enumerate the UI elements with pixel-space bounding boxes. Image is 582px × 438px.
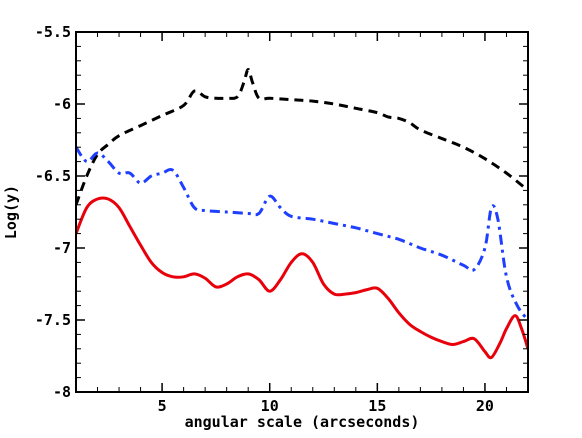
y-tick-label: -7.5 [35,311,71,329]
series-2-line [76,146,528,321]
series-3-line [76,196,528,360]
y-axis-label: Log(y) [2,185,20,239]
x-tick-label: 15 [368,397,386,415]
y-tick-label: -8 [53,383,71,401]
y-tick-label: -5.5 [35,23,71,41]
x-tick-label: 5 [158,397,167,415]
y-tick-label: -6 [53,95,71,113]
y-tick-label: -6.5 [35,167,71,185]
y-tick-label: -7 [53,239,71,257]
x-tick-label: 10 [261,397,279,415]
x-axis-label: angular scale (arcseconds) [185,413,420,431]
tick-layer: 5 10 15 20 -8 -7.5 -7 -6.5 -6 -5.5 [35,23,529,415]
series-1-line [76,67,528,206]
series-layer [76,67,528,360]
x-tick-label: 20 [476,397,494,415]
plot-frame [75,31,529,393]
